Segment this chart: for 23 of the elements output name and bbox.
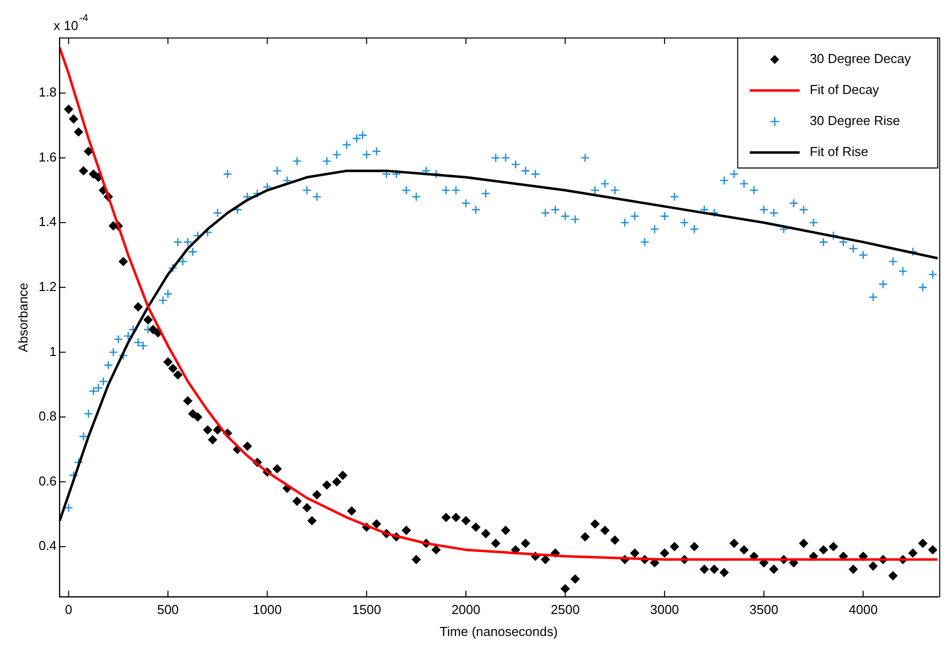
x-tick-label: 2000: [451, 602, 480, 618]
x-tick-label: 2500: [550, 602, 580, 618]
x-tick-label: 1000: [252, 602, 282, 618]
legend-label: 30 Degree Decay: [810, 51, 912, 66]
legend-label: Fit of Rise: [810, 144, 868, 160]
y-tick-label: 1.2: [38, 279, 57, 294]
x-tick-label: 1500: [352, 602, 382, 618]
x-tick-label: 500: [157, 602, 179, 618]
y-tick-label: 0.6: [38, 473, 57, 488]
legend-label: Fit of Decay: [810, 82, 880, 98]
y-tick-label: 1.8: [38, 84, 57, 100]
x-tick-label: 3000: [650, 602, 680, 618]
legend-label: 30 Degree Rise: [810, 113, 900, 128]
y-tick-label: 0.8: [38, 408, 57, 424]
x-axis-title: Time (nanoseconds): [440, 624, 558, 639]
y-tick-label: 1: [49, 344, 57, 359]
y-tick-label: 0.4: [38, 538, 57, 554]
y-tick-label: 1.6: [38, 149, 57, 164]
y-axis-title: Absorbance: [15, 282, 30, 352]
x-tick-label: 0: [64, 602, 72, 618]
x-tick-label: 3500: [749, 602, 778, 618]
y-tick-label: 1.4: [38, 214, 57, 230]
x-tick-label: 4000: [848, 602, 878, 618]
